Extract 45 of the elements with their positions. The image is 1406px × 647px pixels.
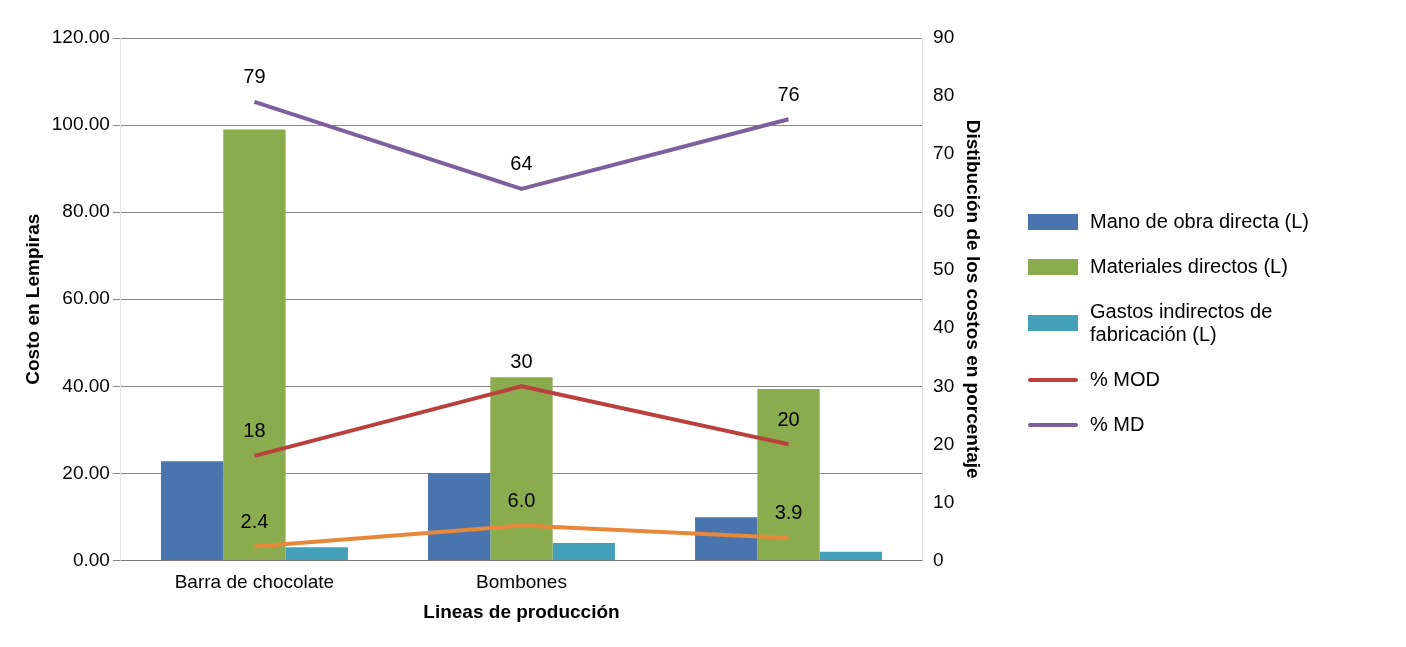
bar: [695, 517, 758, 560]
y2-axis-title: Distibución de los costos en porcentaje: [963, 119, 985, 479]
x-tick-label: Bombones: [476, 571, 567, 593]
y2-tick-label: 0: [933, 548, 944, 570]
y-axis-title: Costo en Lempiras: [21, 213, 43, 385]
x-axis-title: Lineas de producción: [423, 600, 620, 622]
bar: [490, 377, 553, 560]
y2-tick-label: 90: [933, 26, 955, 48]
bar: [160, 461, 224, 560]
y-tick-label: 20.00: [62, 461, 110, 483]
legend-label: Materiales directos (L): [1090, 255, 1288, 278]
y2-tick-label: 70: [933, 142, 955, 164]
legend-label: Gastos indirectos de fabricación (L): [1090, 300, 1274, 346]
legend-label: % MD: [1090, 413, 1145, 436]
data-label: 6.0: [507, 489, 536, 512]
y-tick-label: 120.00: [51, 26, 110, 48]
bar: [552, 542, 615, 560]
data-label: 76: [777, 82, 800, 105]
y2-tick-label: 30: [933, 374, 955, 396]
y2-tick-label: 40: [933, 316, 955, 338]
y2-tick-label: 60: [933, 200, 955, 222]
y-tick-label: 40.00: [62, 374, 110, 396]
bar: [819, 551, 883, 560]
data-label: 30: [510, 349, 533, 372]
y-tick-label: 100.00: [51, 113, 110, 135]
bar: [428, 473, 491, 560]
legend-label: Mano de obra directa (L): [1090, 210, 1310, 233]
y2-tick-label: 80: [933, 84, 955, 106]
y-tick-label: 60.00: [62, 287, 110, 309]
data-label: 18: [243, 419, 266, 442]
legend-label: % MOD: [1090, 368, 1160, 391]
x-tick-label: Barra de chocolate: [174, 571, 335, 593]
bar: [757, 388, 820, 560]
data-label: 20: [777, 407, 800, 430]
data-label: 2.4: [240, 509, 269, 532]
y-tick-label: 80.00: [62, 200, 110, 222]
y2-tick-label: 50: [933, 258, 955, 280]
bar: [223, 129, 286, 560]
data-label: 3.9: [774, 501, 803, 524]
y-tick-label: 0.00: [72, 548, 110, 570]
bar: [285, 547, 348, 560]
data-label: 79: [243, 65, 266, 88]
data-label: 64: [510, 152, 533, 175]
y2-tick-label: 20: [933, 432, 955, 454]
y2-tick-label: 10: [933, 490, 955, 512]
